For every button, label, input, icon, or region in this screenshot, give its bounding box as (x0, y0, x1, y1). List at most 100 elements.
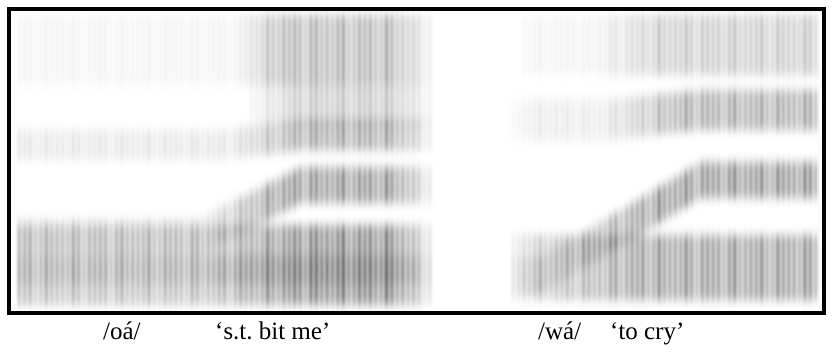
striation (560, 100, 564, 140)
striation (755, 90, 758, 130)
striation (315, 255, 318, 285)
striation (776, 162, 780, 198)
striation (39, 130, 43, 160)
striation (663, 183, 666, 220)
striation (652, 15, 655, 75)
striation (66, 130, 70, 160)
striation (374, 85, 377, 125)
striation (512, 257, 515, 293)
striation (196, 255, 199, 285)
striation (320, 85, 323, 125)
striation (277, 178, 280, 215)
striation (787, 90, 790, 130)
striation (417, 120, 421, 150)
striation (18, 217, 21, 253)
striation (55, 15, 59, 85)
striation (104, 130, 107, 160)
striation (582, 100, 585, 140)
striation (358, 255, 361, 285)
striation (603, 99, 607, 140)
striation (396, 120, 399, 150)
striation (336, 15, 340, 85)
striation (652, 235, 655, 300)
striation (428, 255, 431, 285)
striation (647, 235, 650, 300)
striation (701, 90, 704, 130)
striation (625, 15, 628, 75)
striation (803, 162, 807, 198)
striation (406, 167, 410, 203)
striation (663, 15, 666, 75)
striation (77, 15, 80, 85)
striation (369, 85, 372, 125)
striation (61, 255, 64, 285)
striation (647, 15, 650, 75)
striation (760, 15, 763, 75)
striation (390, 15, 394, 85)
striation (363, 120, 367, 150)
striation (325, 120, 329, 150)
striation (39, 255, 43, 285)
striation (369, 167, 372, 203)
striation (342, 255, 345, 285)
striation (428, 15, 431, 85)
striation (336, 255, 340, 285)
striation (798, 235, 801, 300)
striation (174, 130, 178, 160)
striation (406, 120, 410, 150)
striation (760, 235, 763, 300)
striation (77, 255, 80, 285)
striation (50, 217, 53, 253)
striation (609, 15, 612, 75)
striation (99, 15, 102, 85)
striation (325, 85, 329, 125)
striation (207, 130, 210, 160)
striation (738, 15, 742, 75)
striation (352, 167, 356, 203)
striation (196, 130, 199, 160)
striation (630, 235, 634, 300)
striation (679, 15, 682, 75)
striation (385, 15, 388, 85)
striation (212, 130, 215, 160)
striation (315, 167, 318, 203)
striation (809, 162, 812, 198)
striation (782, 15, 785, 75)
striation (385, 120, 388, 150)
striation (396, 15, 399, 85)
striation (560, 15, 564, 75)
striation (522, 15, 526, 75)
striation (412, 167, 415, 203)
striation (147, 130, 151, 160)
striation (255, 189, 259, 226)
striation (593, 235, 596, 300)
striation (539, 257, 542, 293)
striation (598, 222, 601, 259)
striation (320, 15, 323, 85)
striation (288, 15, 291, 85)
striation (120, 15, 124, 85)
striation (782, 235, 785, 300)
striation (266, 183, 269, 220)
striation (336, 120, 340, 150)
striation (428, 167, 431, 203)
striation (744, 90, 747, 130)
striation (55, 130, 59, 160)
striation (282, 175, 286, 212)
striation (239, 197, 242, 234)
striation (217, 208, 221, 245)
striation (174, 15, 178, 85)
striation (66, 255, 70, 285)
striation (717, 162, 720, 198)
striation (331, 85, 334, 125)
striation (304, 85, 307, 125)
striation (288, 255, 291, 285)
striation (614, 235, 618, 300)
striation (417, 15, 421, 85)
striation (158, 255, 161, 285)
striation (120, 217, 124, 253)
striation (755, 235, 758, 300)
striation (88, 15, 91, 85)
striation (104, 255, 107, 285)
striation (234, 128, 237, 159)
